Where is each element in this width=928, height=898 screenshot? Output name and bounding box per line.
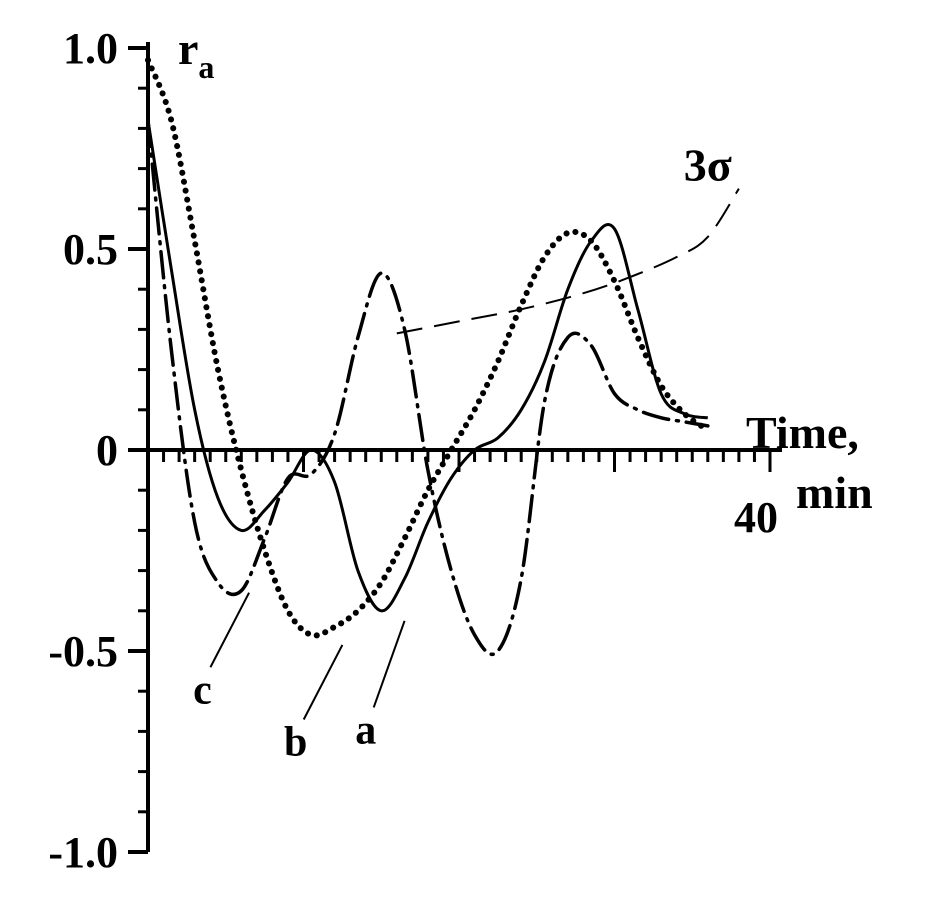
curve-annotation-1: c [193,667,212,713]
y-tick-label: -0.5 [48,627,118,676]
x-axis-label-line1: Time, [746,407,859,458]
annotation-leader-2 [302,644,344,720]
curve-annotation-3: a [355,707,376,753]
labels-layer: ra Time, min 1.0 0.5 0 -0.5 -1.0 40 c b a 3σ [48,23,872,877]
y-tick-label: 0.5 [63,225,118,274]
annotation-leader-1 [209,592,250,668]
x-axis-label-line2: min [796,467,873,518]
y-tick-label: -1.0 [48,828,118,877]
series-line-1 [146,120,709,613]
y-axis-label: ra [178,23,214,85]
axes [128,42,782,854]
y-tick-label: 0 [96,426,118,475]
curve-annotation-2: b [284,720,307,766]
series-line-3 [146,118,710,657]
curve-annotation-4: 3σ [684,140,732,191]
series-line-4 [396,188,740,335]
y-tick-label: 1.0 [63,24,118,73]
y-axis-label-subscript: a [198,49,214,85]
annotation-leader-3 [372,620,406,708]
series-line-2 [145,57,711,639]
x-tick-label: 40 [734,493,778,542]
series-layer [145,57,740,657]
